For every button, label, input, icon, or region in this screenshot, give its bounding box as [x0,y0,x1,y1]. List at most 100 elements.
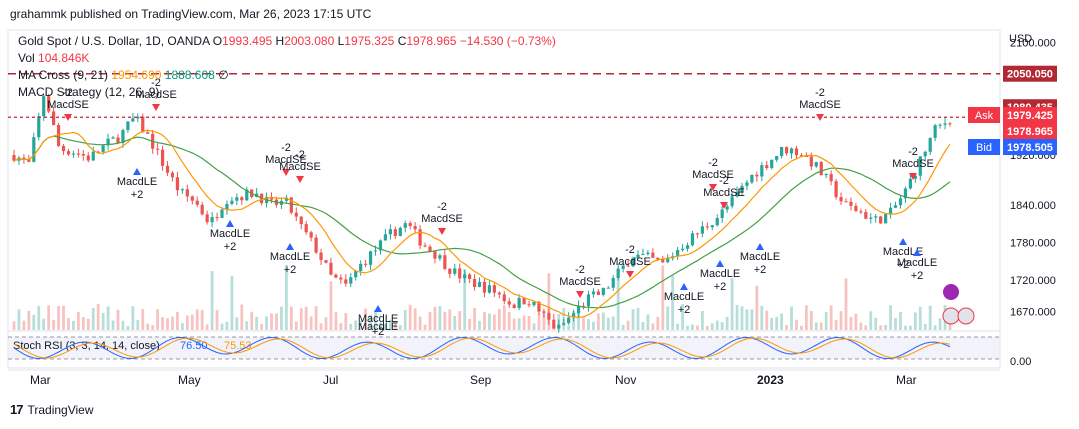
volume-bar [606,317,610,330]
volume-bar [200,310,204,330]
candle-body [160,149,165,166]
candle-body [725,206,729,210]
candle-body [101,145,105,152]
candle-body [502,294,506,302]
volume-bar [146,323,150,330]
bid-value-bg [1003,139,1057,155]
volume-bar [374,310,377,330]
signal-plus2: +2 [754,264,767,276]
volume-bar [171,316,174,330]
symbol-name[interactable]: Gold Spot / U.S. Dollar, 1D, OANDA [18,34,210,48]
candle-body [443,255,447,269]
volume-bar [255,316,259,330]
volume-bar [86,318,90,330]
volume-bar [785,325,788,330]
candle-body [141,116,145,133]
signal-minus2: -2 [281,142,291,154]
price-tick-label: 1720.000 [1010,275,1056,287]
macd-strategy-label[interactable]: MACD Strategy (12, 26, 9) [18,85,160,99]
candle-body [487,285,492,293]
volume-bar [121,320,125,330]
macd-le-arrow-icon [756,243,764,250]
candle-body [472,278,477,287]
footer-brand[interactable]: TradingView [27,402,94,417]
volume-bar [270,313,273,330]
candle-body [784,147,789,154]
candle-body [884,214,888,224]
candle-body [180,189,184,191]
candle-body [86,155,90,161]
price-tick-label: 1670.000 [1010,306,1056,318]
ohlc-high-value: 2003.080 [284,34,335,48]
volume-bar [17,309,21,330]
candle-body [913,175,917,179]
candle-body [938,124,942,126]
candle-body [770,159,774,168]
ask-value: 1979.425 [1007,110,1053,122]
candle-body [373,250,378,252]
candle-body [398,227,402,236]
candle-body [42,96,46,117]
volume-bar [735,304,739,330]
volume-bar [780,313,784,330]
candle-body [824,174,828,176]
volume-bar [299,308,303,330]
volume-bar [96,304,100,330]
macd-le-label: MacdLE [664,291,704,303]
candle-body [814,162,818,167]
candle-body [928,137,932,152]
volume-bar [443,311,447,330]
volume-bar [834,319,838,330]
candle-body [680,248,685,250]
volume-bar [364,308,368,330]
volume-bar [116,309,120,330]
volume-bar [433,306,437,330]
tag-2050: 2050.050 [1007,69,1053,81]
volume-bar [596,313,600,330]
volume-bar [730,278,734,330]
macd-se-label: MacdSE [135,89,177,101]
volume-bar [889,305,892,330]
macd-se-label: MacdSE [799,99,841,111]
volume-bar [686,325,689,330]
macd-se-arrow-icon [576,291,584,298]
volume-bar [478,320,481,330]
signal-minus2: -2 [719,175,729,187]
candle-body [433,251,437,259]
candle-body [794,148,799,156]
time-axis-label: Mar [30,373,51,387]
candle-body [903,188,908,199]
candle-body [32,137,36,162]
candle-body [111,137,115,139]
volume-bar [879,325,883,330]
macd-se-label: MacdSE [692,169,734,181]
event-lightning-icon [943,284,959,300]
volume-bar [532,323,536,330]
volume-bar [631,309,635,330]
candle-body [562,323,566,325]
volume-bar [240,304,244,330]
candle-body [542,311,546,313]
candle-body [809,156,813,167]
candle-body [492,285,496,293]
volume-bar [304,306,308,330]
volume-label[interactable]: Vol [18,51,35,65]
volume-bar [37,305,41,330]
ma-cross-label[interactable]: MA Cross (9, 21) [18,68,109,82]
volume-bar [67,317,70,330]
candle-body [527,304,531,306]
volume-bar [616,267,620,330]
macd-se-label: MacdSE [892,158,934,170]
signal-minus2: -2 [151,77,161,89]
candle-body [591,291,596,295]
price-change: −14.530 (−0.73%) [459,34,556,48]
volume-bar [265,316,268,330]
volume-bar [185,315,189,330]
candle-body [368,251,373,265]
candle-body [37,116,41,138]
candle-body [626,265,630,267]
macd-se-label: MacdSE [265,154,307,166]
volume-bar [448,309,452,330]
candle-body [596,291,600,295]
